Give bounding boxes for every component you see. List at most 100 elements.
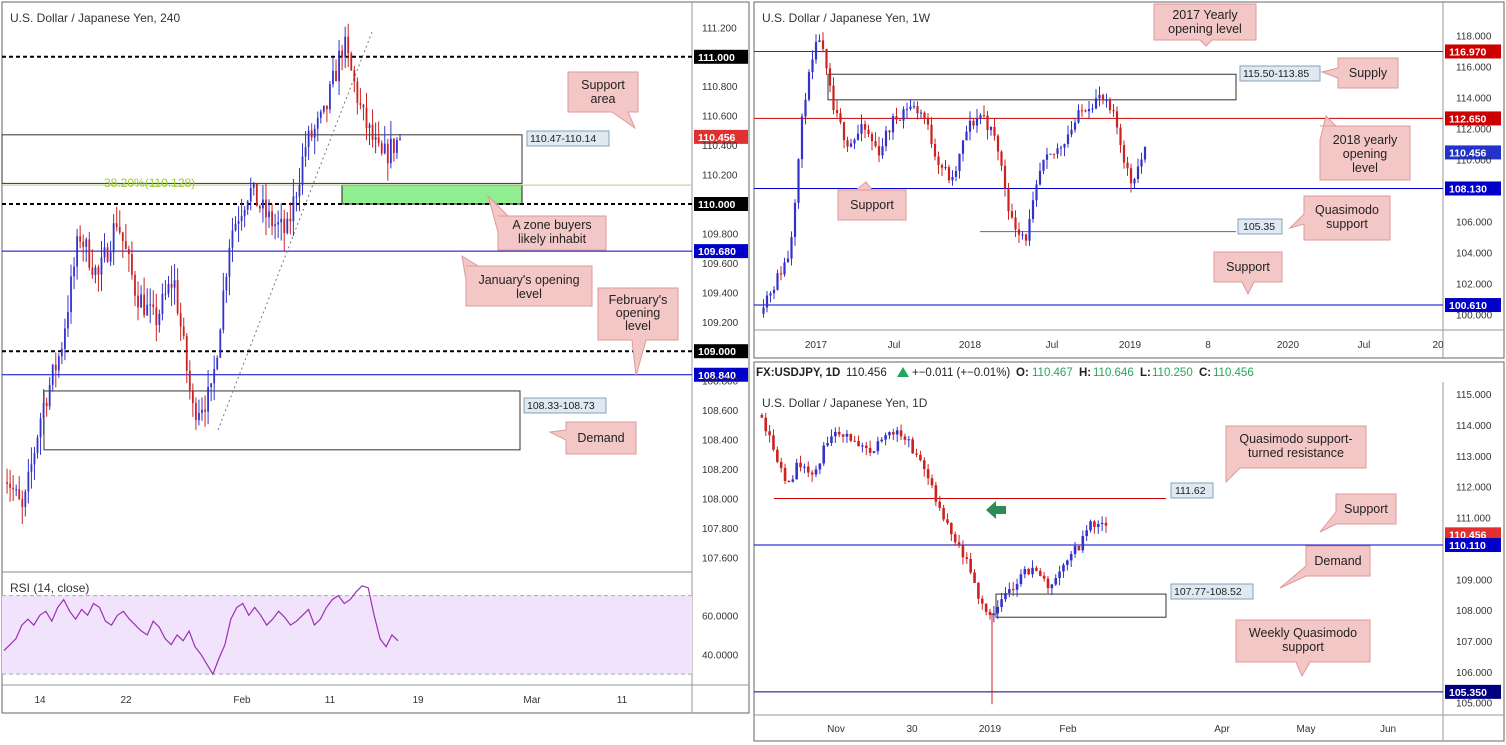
h4-candle — [249, 187, 252, 202]
h4-candle — [386, 143, 389, 164]
d1-candle — [1096, 523, 1100, 527]
d1-y-tick: 114.000 — [1456, 421, 1492, 432]
h4-candle — [237, 221, 240, 224]
d1-candle — [926, 469, 930, 479]
svg-text:January's opening: January's opening — [478, 273, 579, 287]
d1-candle — [772, 435, 775, 450]
h4-candle — [255, 183, 258, 207]
h4-candle — [383, 143, 386, 154]
h4-candle — [54, 364, 57, 371]
d1-candle — [938, 501, 942, 508]
d1-candle — [764, 417, 768, 432]
w1-candle — [926, 117, 930, 125]
w1-level-badge-text: 108.130 — [1449, 183, 1487, 195]
d1-candle — [969, 558, 972, 573]
h4-candle — [332, 70, 334, 85]
d1-candle — [776, 449, 779, 462]
w1-candle — [1091, 108, 1094, 110]
d1-candle — [907, 439, 911, 441]
d1-x-tick: 2019 — [979, 724, 1002, 735]
svg-text:C:: C: — [1199, 367, 1211, 379]
h4-candle — [176, 280, 179, 314]
h4-x-tick: 11 — [617, 695, 628, 706]
h4-candle — [292, 196, 295, 222]
w1-candle — [786, 258, 790, 263]
d1-candle — [942, 507, 945, 520]
h4-candle — [195, 403, 197, 421]
w1-level-badge — [1445, 111, 1501, 126]
w1-level-badge — [1445, 44, 1501, 59]
d1-panel — [753, 361, 1505, 742]
w1-candle — [1070, 129, 1073, 135]
w1-x-tick: 20 — [1432, 340, 1444, 351]
h4-candle — [167, 283, 170, 294]
h4-zone-label-1: 110.47-110.14 — [526, 130, 610, 147]
w1-y-tick: 104.000 — [1456, 249, 1493, 260]
d1-y-tick: 112.000 — [1456, 483, 1492, 494]
w1-level-badge-text: 112.650 — [1449, 113, 1487, 125]
h4-candle — [30, 464, 33, 472]
h4-candle — [313, 128, 316, 138]
svg-text:Demand: Demand — [577, 431, 624, 445]
w1-candle — [772, 289, 776, 294]
d1-candle — [849, 433, 853, 441]
rsi-y-tick: 60.0000 — [702, 611, 739, 622]
d1-candle — [977, 582, 980, 599]
h4-candle — [307, 130, 310, 148]
rsi-title: RSI (14, close) — [10, 581, 89, 595]
h4-level-badge — [694, 197, 748, 211]
d1-header: FX:USDJPY, 1D 110.456 +−0.011 (+−0.01%) … — [756, 367, 1254, 379]
h4-candle — [216, 357, 219, 370]
w1-level-badge — [1445, 181, 1501, 196]
w1-candle — [1052, 153, 1056, 155]
w1-candle — [779, 273, 783, 275]
w1-candle — [790, 237, 793, 259]
w1-candle — [1017, 229, 1021, 235]
d1-callout-support: Support — [1319, 493, 1397, 533]
h4-candle — [79, 236, 82, 242]
w1-x-tick: 8 — [1205, 340, 1211, 351]
w1-candle — [881, 146, 884, 156]
d1-candle — [1050, 584, 1054, 589]
h4-y-tick: 108.000 — [702, 494, 739, 505]
w1-candle — [1059, 147, 1063, 149]
h4-candle — [274, 224, 277, 226]
h4-y-tick: 109.600 — [702, 259, 739, 270]
d1-candle — [1077, 545, 1081, 551]
d1-candles — [760, 412, 1108, 623]
h4-level-badge — [694, 344, 748, 359]
rsi-band — [2, 595, 692, 675]
h4-trendline — [217, 31, 373, 431]
d1-candle — [1004, 593, 1007, 600]
h4-candle — [283, 218, 286, 234]
d1-candle — [1069, 554, 1073, 561]
h4-candle — [124, 241, 127, 250]
svg-text:110.467: 110.467 — [1032, 367, 1073, 379]
d1-callout-demand: Demand — [1279, 545, 1371, 589]
d1-candle — [880, 439, 884, 442]
d1-x-tick: Jun — [1380, 724, 1396, 735]
svg-text:Support: Support — [581, 78, 625, 92]
d1-candle — [834, 431, 837, 437]
h4-y-tick: 110.600 — [702, 112, 738, 123]
d1-candle — [1073, 545, 1077, 555]
h4-level-badge-text: 108.840 — [698, 370, 736, 382]
w1-candle — [814, 42, 818, 60]
h4-green-zone — [341, 184, 523, 205]
d1-background — [754, 497, 1443, 705]
h4-title: U.S. Dollar / Japanese Yen, 240 — [10, 11, 180, 25]
d1-candle — [957, 542, 961, 546]
d1-candle — [1046, 578, 1050, 589]
d1-y-tick: 115.000 — [1456, 390, 1492, 401]
d1-candle — [841, 434, 845, 437]
d1-candle — [826, 443, 829, 446]
w1-y-tick: 110.000 — [1456, 156, 1492, 167]
h4-candle — [82, 241, 85, 247]
d1-candle — [992, 613, 996, 616]
h4-candle — [185, 336, 188, 371]
h4-candle — [143, 294, 146, 316]
w1-candle — [825, 48, 828, 69]
svg-text:opening: opening — [616, 306, 661, 320]
w1-candle — [1115, 111, 1119, 128]
h4-candle — [362, 104, 365, 108]
